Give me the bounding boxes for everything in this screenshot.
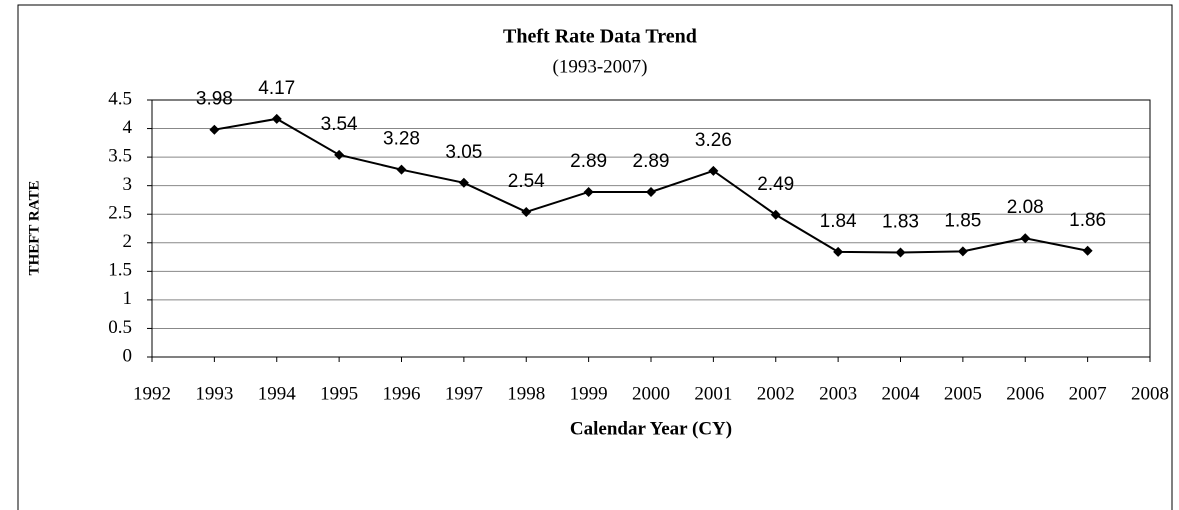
data-label: 1.86 <box>1069 210 1106 231</box>
x-tick-label: 2002 <box>757 383 795 404</box>
data-point <box>770 209 781 220</box>
x-tick-label: 1994 <box>258 383 297 404</box>
data-point <box>458 177 469 188</box>
data-label: 1.83 <box>882 212 919 233</box>
y-tick-label: 3.5 <box>108 145 132 166</box>
x-tick-label: 2006 <box>1006 383 1044 404</box>
data-point <box>1082 245 1093 256</box>
y-tick-label: 1.5 <box>108 260 132 281</box>
data-point <box>209 124 220 135</box>
data-point <box>708 165 719 176</box>
x-tick-label: 1992 <box>133 383 171 404</box>
x-tick-label: 1999 <box>570 383 608 404</box>
x-tick-label: 2008 <box>1131 383 1169 404</box>
y-tick-label: 4.5 <box>108 88 132 109</box>
data-label: 1.85 <box>944 210 981 231</box>
data-point <box>271 113 282 124</box>
data-label: 3.26 <box>695 130 732 151</box>
data-label: 2.89 <box>633 151 670 172</box>
y-tick-label: 3 <box>123 174 133 195</box>
data-label: 1.84 <box>820 211 857 232</box>
x-tick-label: 2005 <box>944 383 982 404</box>
data-label: 2.54 <box>508 171 545 192</box>
data-label: 2.08 <box>1007 197 1044 218</box>
y-tick-label: 2 <box>123 231 133 252</box>
data-point <box>521 206 532 217</box>
x-tick-label: 1996 <box>383 383 421 404</box>
data-label: 2.49 <box>757 174 794 195</box>
x-tick-label: 1997 <box>445 383 483 404</box>
chart-title: Theft Rate Data Trend <box>503 26 697 48</box>
data-point <box>895 247 906 258</box>
y-tick-label: 0 <box>123 345 133 366</box>
chart-subtitle: (1993-2007) <box>553 56 648 77</box>
y-tick-label: 1 <box>123 288 133 309</box>
data-label: 3.54 <box>321 114 358 135</box>
x-tick-label: 1993 <box>195 383 233 404</box>
data-point <box>334 149 345 160</box>
data-label: 3.05 <box>445 142 482 163</box>
x-tick-label: 2004 <box>882 383 921 404</box>
x-tick-label: 1998 <box>507 383 545 404</box>
data-point <box>833 246 844 257</box>
x-tick-label: 2000 <box>632 383 670 404</box>
chart-frame <box>17 4 1173 510</box>
data-point <box>583 186 594 197</box>
y-axis-title: THEFT RATE <box>26 181 42 276</box>
x-tick-label: 2001 <box>694 383 732 404</box>
data-label: 3.98 <box>196 89 233 110</box>
data-point <box>957 246 968 257</box>
x-tick-label: 1995 <box>320 383 358 404</box>
data-label: 4.17 <box>258 78 295 99</box>
data-point <box>1020 233 1031 244</box>
data-point <box>396 164 407 175</box>
data-label: 3.28 <box>383 129 420 150</box>
y-tick-label: 4 <box>123 117 133 138</box>
x-tick-label: 2003 <box>819 383 857 404</box>
y-tick-label: 2.5 <box>108 203 132 224</box>
data-label: 2.89 <box>570 151 607 172</box>
y-tick-label: 0.5 <box>108 317 132 338</box>
x-tick-label: 2007 <box>1069 383 1107 404</box>
data-point <box>646 186 656 197</box>
x-axis-title: Calendar Year (CY) <box>570 418 732 439</box>
